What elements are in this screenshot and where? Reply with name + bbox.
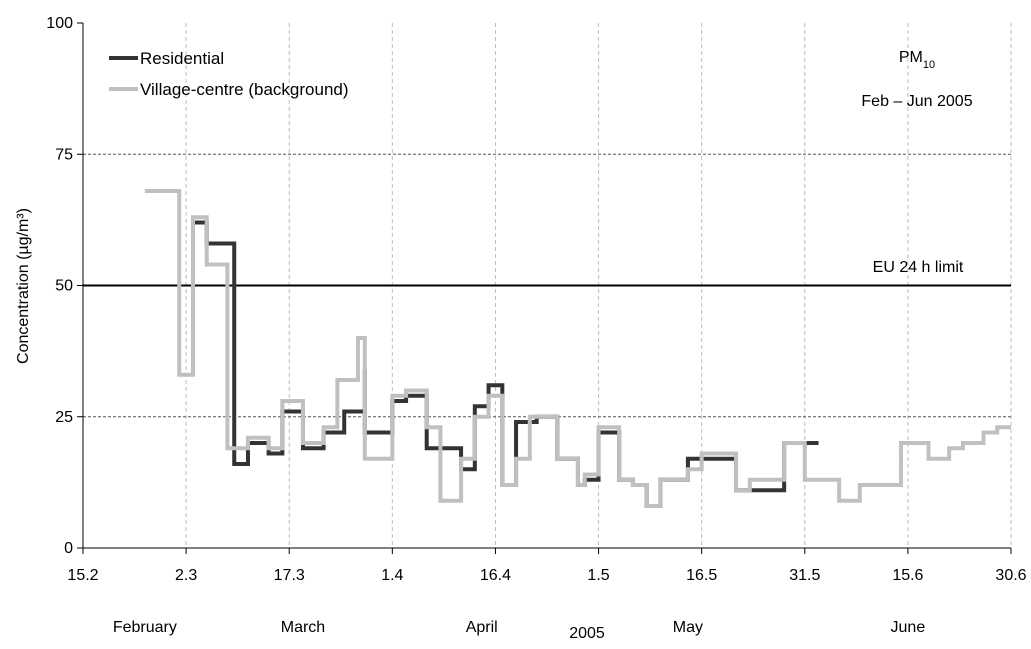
x-tick-label: 1.4 xyxy=(381,567,403,584)
x-tick-label: 16.4 xyxy=(480,567,511,584)
y-tick-label: 100 xyxy=(46,15,73,32)
x-axis-title: 2005 xyxy=(569,625,605,642)
series-layer xyxy=(144,189,1011,508)
month-label-april: April xyxy=(466,619,498,636)
pollutant-base: PM xyxy=(899,49,923,66)
x-tick-label: 31.5 xyxy=(789,567,820,584)
x-tick-label: 15.6 xyxy=(892,567,923,584)
legend-label-residential: Residential xyxy=(140,49,224,68)
month-label-march: March xyxy=(281,619,325,636)
pollutant-subscript: 10 xyxy=(923,59,935,71)
month-label-june: June xyxy=(891,619,926,636)
pollutant-label: PM10 xyxy=(899,49,935,71)
y-tick-label: 75 xyxy=(55,146,73,163)
month-label-february: February xyxy=(113,619,177,636)
x-tick-label: 16.5 xyxy=(686,567,717,584)
axes-layer xyxy=(77,22,1012,554)
series-line-village-centre xyxy=(144,189,1011,508)
legend-label-village: Village-centre (background) xyxy=(140,80,349,99)
label-layer: 0 25 50 75 100 15.2 2.3 17.3 1.4 16.4 1.5 16.5 31.5 1… xyxy=(46,15,1026,636)
eu-limit-label: EU 24 h limit xyxy=(873,259,964,276)
y-tick-label: 25 xyxy=(55,409,73,426)
y-tick-label: 50 xyxy=(55,278,73,295)
month-label-may: May xyxy=(673,619,703,636)
grid-layer xyxy=(83,23,1012,548)
x-tick-label: 17.3 xyxy=(274,567,305,584)
period-label: Feb – Jun 2005 xyxy=(861,93,972,110)
x-tick-label: 15.2 xyxy=(67,567,98,584)
legend: Residential Village-centre (background) xyxy=(109,49,349,99)
series-line-residential xyxy=(192,220,819,508)
x-tick-label: 30.6 xyxy=(995,567,1026,584)
y-axis-title: Concentration (µg/m³) xyxy=(15,208,32,364)
x-tick-label: 2.3 xyxy=(175,567,197,584)
x-tick-label: 1.5 xyxy=(587,567,609,584)
y-tick-label: 0 xyxy=(64,540,73,557)
